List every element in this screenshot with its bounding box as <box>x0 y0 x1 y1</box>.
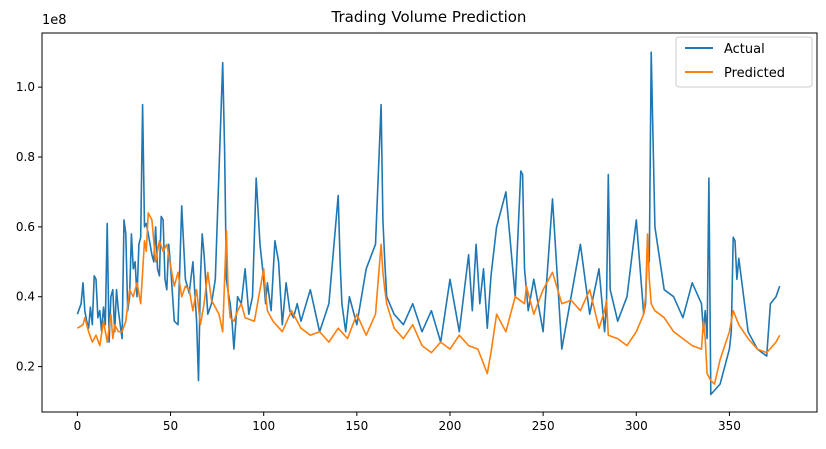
x-tick-label: 250 <box>532 419 555 433</box>
y-tick-label: 0.2 <box>16 360 35 374</box>
series-lines <box>76 51 781 396</box>
x-tick-label: 350 <box>718 419 741 433</box>
plot-area-frame <box>41 32 818 413</box>
x-tick-label: 100 <box>252 419 275 433</box>
series-line-predicted <box>76 212 781 385</box>
y-axis-ticks: 0.2 0.4 0.6 0.8 1.0 <box>16 80 42 374</box>
y-tick-label: 0.6 <box>16 220 35 234</box>
series-line-actual <box>76 51 781 396</box>
y-axis-offset-label: 1e8 <box>42 13 67 28</box>
x-tick-label: 200 <box>439 419 462 433</box>
y-tick-label: 0.8 <box>16 150 35 164</box>
x-tick-label: 300 <box>625 419 648 433</box>
legend-box <box>675 36 813 88</box>
x-axis-ticks: 0 50 100 150 200 250 300 350 <box>74 412 741 433</box>
legend: Actual Predicted <box>675 36 813 88</box>
y-tick-label: 1.0 <box>16 80 35 94</box>
x-tick-label: 50 <box>163 419 178 433</box>
y-tick-label: 0.4 <box>16 290 35 304</box>
legend-label-predicted: Predicted <box>724 66 785 81</box>
x-tick-label: 150 <box>345 419 368 433</box>
legend-label-actual: Actual <box>724 42 765 57</box>
chart-title: Trading Volume Prediction <box>331 8 527 26</box>
x-tick-label: 0 <box>74 419 82 433</box>
